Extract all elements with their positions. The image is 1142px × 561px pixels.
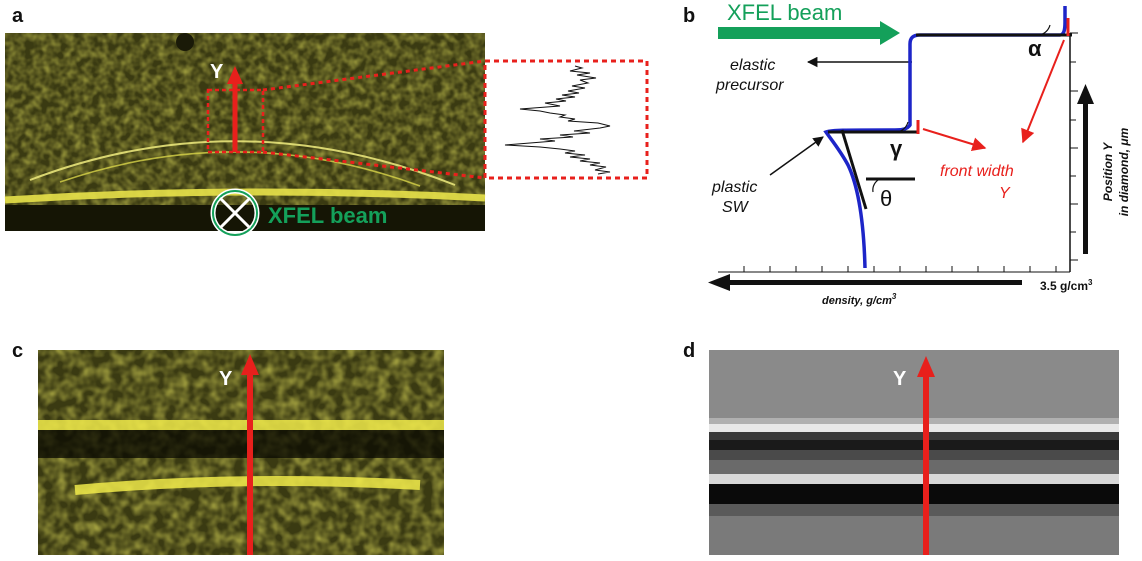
panel-b-elastic-label-1: elastic <box>730 57 775 74</box>
panel-b-beam-arrow-body <box>718 27 883 39</box>
panel-a-label: a <box>12 5 24 27</box>
panel-d-band-1 <box>709 418 1119 424</box>
panel-b-y-axis-arrow-head <box>1077 84 1094 104</box>
panel-c-bright-line-top <box>38 420 444 430</box>
panel-d-band-2 <box>709 424 1119 432</box>
panel-d-band-7 <box>709 474 1119 484</box>
panel-c-bright-line-bottom <box>74 476 421 495</box>
panel-d-band-9 <box>709 504 1119 516</box>
panel-b-front-width-label-1: front width <box>940 163 1014 180</box>
panel-c-label: c <box>12 340 24 362</box>
panel-b-gamma-arc <box>897 121 909 133</box>
panel-b-beam-arrow-head <box>880 21 900 45</box>
panel-d-band-4 <box>709 440 1119 450</box>
panel-b-bottom-axis-ticks <box>743 266 1057 272</box>
panel-c-y-label: Y <box>219 368 233 390</box>
panel-a-shock-front-outer <box>29 140 456 186</box>
panel-b-density-arrow-body <box>728 280 1022 285</box>
panel-b-density-tick-label: 3.5 g/cm3 <box>1040 278 1093 293</box>
panel-b-y-axis-arrow-body <box>1083 102 1088 254</box>
panel-d-band-5 <box>709 450 1119 460</box>
panel-c-y-arrow-head <box>241 354 259 375</box>
panel-c: Y <box>38 350 444 555</box>
panel-b-density-label: density, g/cm3 <box>822 292 897 307</box>
panel-b-gamma: γ <box>890 136 903 161</box>
panel-b-elastic-label-2: precursor <box>715 77 784 94</box>
panel-b-theta-arc <box>872 178 881 193</box>
panel-b-right-axis-ticks <box>1070 32 1078 261</box>
panel-d-band-3 <box>709 432 1119 440</box>
panel-b-front-width-arrow-1 <box>922 128 987 152</box>
panel-b-front-width-label-2: Y <box>999 185 1011 202</box>
panel-b-alpha: α <box>1028 36 1042 61</box>
panel-b-plastic-label-1: plastic <box>711 179 757 196</box>
panel-d: Y <box>709 350 1119 555</box>
panel-a-dark-band <box>5 205 485 231</box>
panel-b: XFEL beam elastic precursor Position Y i… <box>708 0 1131 307</box>
panel-a-beam-cross-2 <box>218 196 252 230</box>
panel-b-theta-line-slope <box>840 129 868 210</box>
panel-d-y-arrow-head <box>917 356 935 377</box>
panel-a-y-label: Y <box>210 61 224 83</box>
panel-b-theta: θ <box>880 186 892 211</box>
panel-b-plastic-label-2: SW <box>722 199 750 216</box>
panel-b-front-width-arrow-2 <box>1021 39 1065 144</box>
panel-d-band-10 <box>709 516 1119 555</box>
panel-b-y-axis-label-2: in diamond, μm <box>1117 127 1131 216</box>
panel-a-zoom-line-top <box>262 59 486 92</box>
panel-d-label: d <box>683 340 696 362</box>
panel-c-dark-band <box>38 430 444 458</box>
panel-a: Y XFEL beam <box>4 33 649 238</box>
panel-a-zoom-line-bottom <box>262 150 486 180</box>
panel-a-intensity-profile <box>504 65 611 175</box>
panel-a-beam-label: XFEL beam <box>268 203 387 228</box>
panel-b-alpha-arc <box>1039 24 1051 36</box>
panel-a-defect-spot <box>176 33 194 51</box>
panel-a-y-arrow-head <box>227 66 243 84</box>
panel-d-band-6 <box>709 460 1119 474</box>
panel-b-beam-label: XFEL beam <box>727 0 842 25</box>
panel-a-zoom-box <box>483 59 649 180</box>
panel-d-band-8 <box>709 484 1119 504</box>
cross-circle-icon <box>212 190 258 236</box>
panel-a-roi-box <box>206 88 265 154</box>
panel-b-y-axis-label-1: Position Y <box>1101 142 1115 201</box>
panel-d-y-label: Y <box>893 368 907 390</box>
panel-b-density-arrow-head <box>708 274 730 291</box>
panel-b-plastic-arrow <box>769 136 824 176</box>
panel-b-label: b <box>683 5 696 27</box>
